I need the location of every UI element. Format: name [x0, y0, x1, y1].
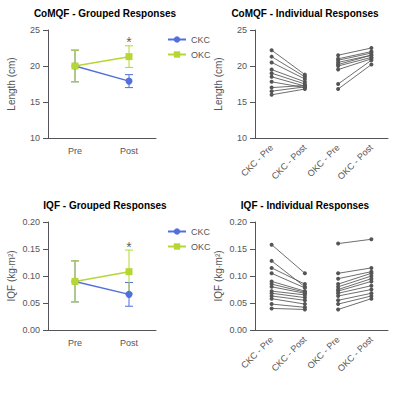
- svg-text:*: *: [126, 34, 132, 50]
- svg-text:0.20: 0.20: [229, 217, 247, 227]
- svg-text:0.20: 0.20: [22, 217, 40, 227]
- svg-text:25: 25: [237, 25, 247, 35]
- svg-text:10: 10: [237, 133, 247, 143]
- svg-text:Post: Post: [120, 146, 139, 156]
- svg-text:0.15: 0.15: [229, 244, 247, 254]
- svg-text:Pre: Pre: [68, 146, 82, 156]
- svg-text:OKC: OKC: [191, 50, 211, 60]
- svg-text:OKC: OKC: [191, 242, 211, 252]
- svg-text:10: 10: [30, 133, 40, 143]
- svg-text:0.05: 0.05: [22, 298, 40, 308]
- svg-text:20: 20: [30, 61, 40, 71]
- svg-text:CKC - Post: CKC - Post: [270, 334, 309, 373]
- svg-text:CoMQF - Individual Responses: CoMQF - Individual Responses: [231, 8, 379, 19]
- svg-text:OKC - Pre: OKC - Pre: [305, 142, 342, 179]
- svg-text:CKC - Pre: CKC - Pre: [239, 142, 276, 179]
- svg-text:IQF - Grouped Responses: IQF - Grouped Responses: [43, 200, 167, 211]
- svg-text:0.00: 0.00: [229, 325, 247, 335]
- svg-text:*: *: [126, 239, 132, 255]
- svg-text:25: 25: [30, 25, 40, 35]
- svg-text:OKC - Post: OKC - Post: [336, 142, 376, 182]
- svg-text:Pre: Pre: [68, 338, 82, 348]
- svg-text:CKC: CKC: [191, 227, 211, 237]
- svg-text:CKC - Post: CKC - Post: [270, 142, 309, 181]
- svg-text:IQF (kg∙m²): IQF (kg∙m²): [6, 250, 17, 301]
- svg-text:0.00: 0.00: [22, 325, 40, 335]
- svg-text:15: 15: [237, 97, 247, 107]
- svg-text:CoMQF - Grouped Responses: CoMQF - Grouped Responses: [34, 8, 177, 19]
- svg-text:20: 20: [237, 61, 247, 71]
- svg-text:0.10: 0.10: [229, 271, 247, 281]
- svg-text:CKC: CKC: [191, 35, 211, 45]
- svg-text:OKC - Post: OKC - Post: [336, 334, 376, 374]
- svg-text:Length (cm): Length (cm): [6, 57, 17, 110]
- svg-text:IQF (kg∙m²): IQF (kg∙m²): [213, 250, 224, 301]
- svg-text:15: 15: [30, 97, 40, 107]
- svg-text:CKC - Pre: CKC - Pre: [239, 334, 276, 371]
- svg-text:Post: Post: [120, 338, 139, 348]
- svg-text:0.05: 0.05: [229, 298, 247, 308]
- svg-text:0.15: 0.15: [22, 244, 40, 254]
- svg-text:IQF - Individual Responses: IQF - Individual Responses: [241, 200, 370, 211]
- svg-text:0.10: 0.10: [22, 271, 40, 281]
- svg-text:Length (cm): Length (cm): [213, 57, 224, 110]
- svg-text:OKC - Pre: OKC - Pre: [305, 334, 342, 371]
